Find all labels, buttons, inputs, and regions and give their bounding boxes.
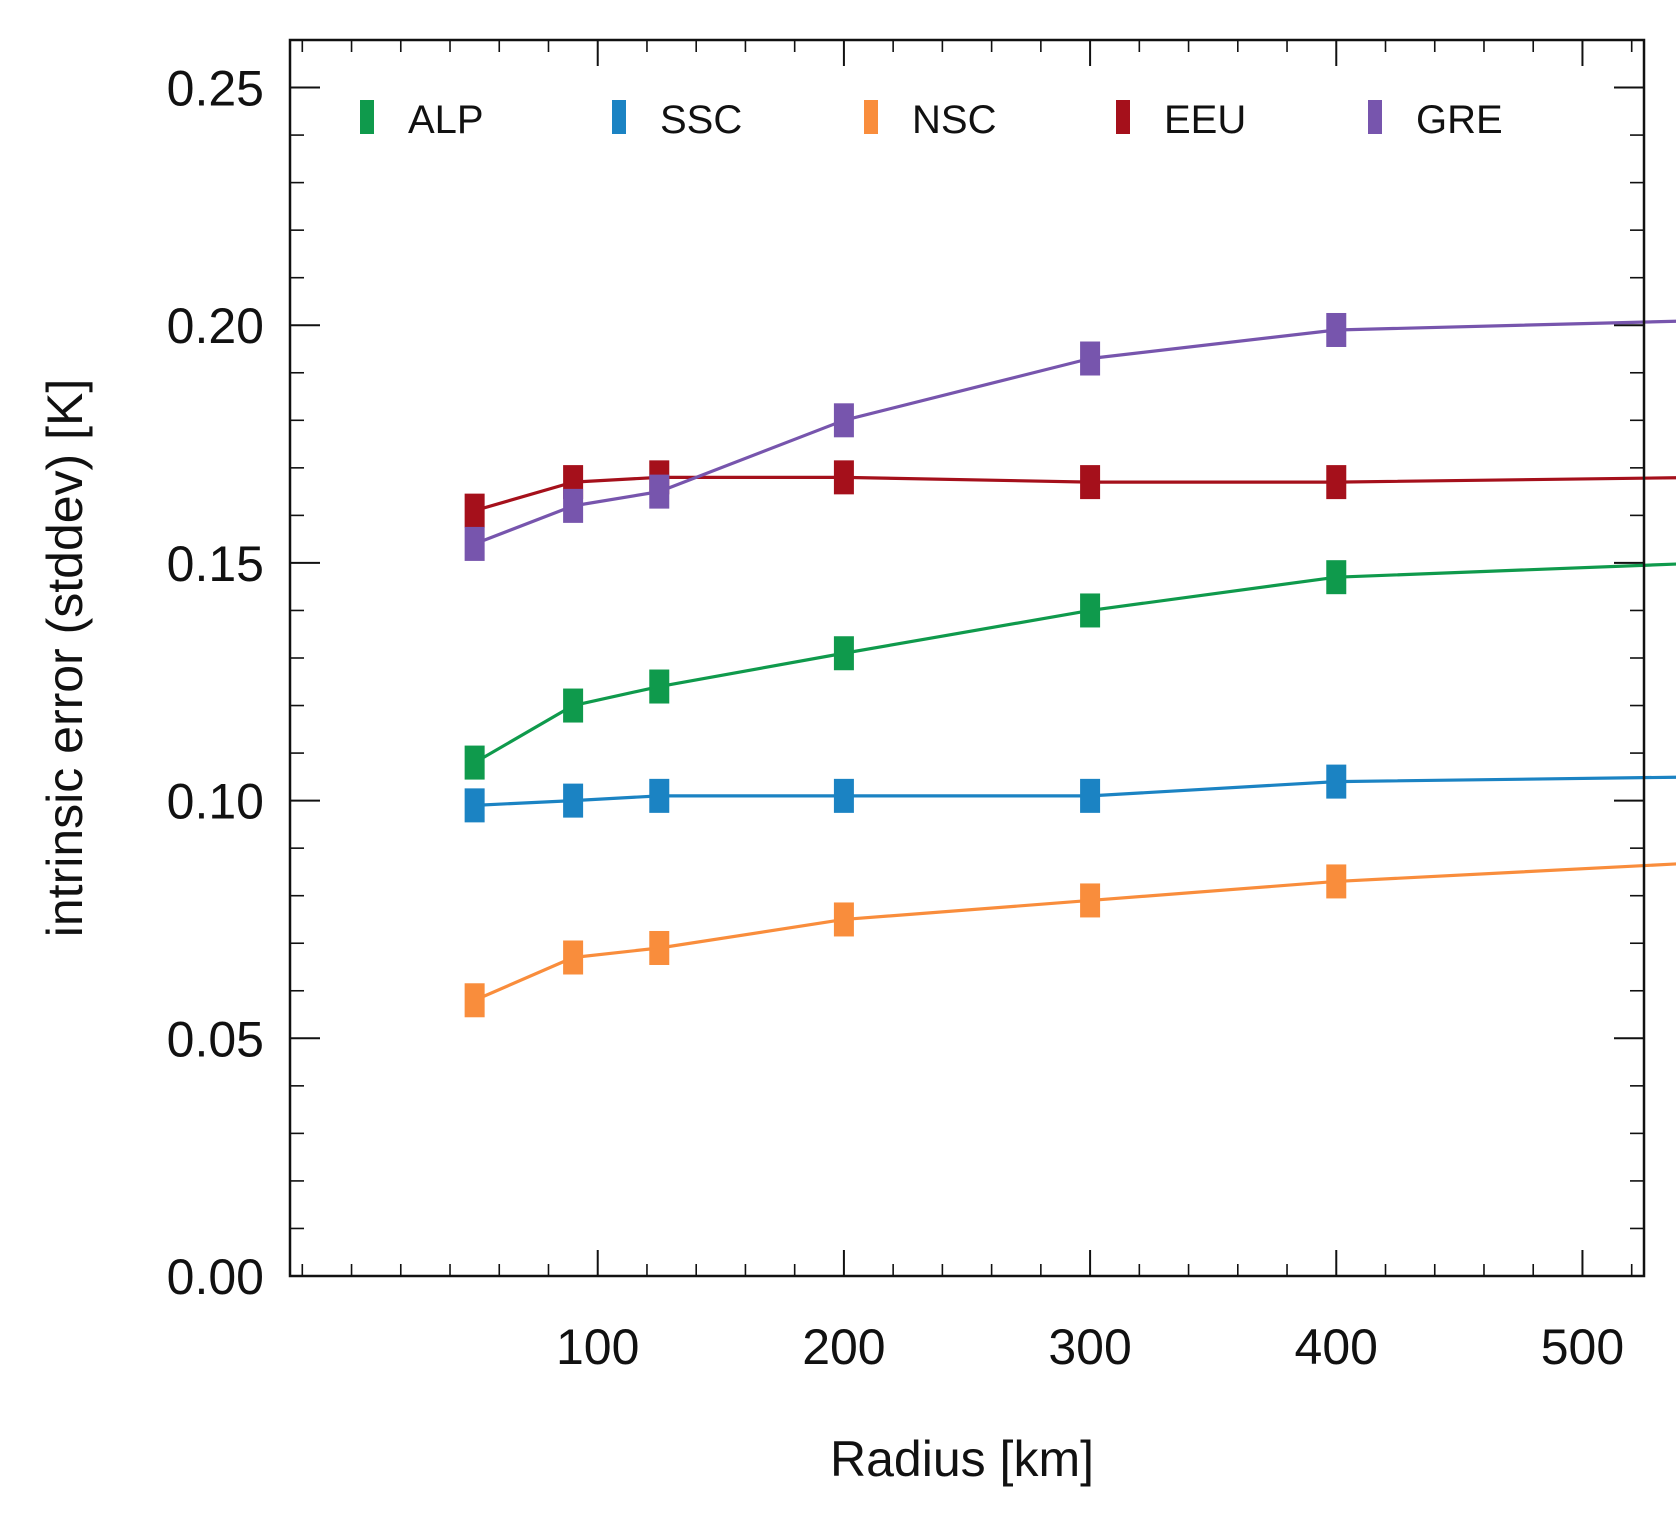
data-point-gre: GRE: 90 km, 0.162 K xyxy=(563,488,584,523)
data-point-nsc: NSC: 50 km, 0.058 K xyxy=(464,983,485,1018)
series-gre: GRE: 50 km, 0.154 K GRE: 90 km, 0.162 K GR… xyxy=(464,312,1676,561)
data-point-nsc: NSC: 90 km, 0.067 K xyxy=(563,940,584,975)
y-tick-label: 0.10 xyxy=(167,774,264,830)
data-point-gre: GRE: 125 km, 0.165 K xyxy=(649,474,670,509)
legend-label-alp: ALP xyxy=(408,98,484,142)
x-tick-label: 200 xyxy=(802,1319,885,1375)
data-point-ssc: SSC: 300 km, 0.101 K xyxy=(1080,778,1101,813)
data-point-gre: GRE: 200 km, 0.18 K xyxy=(833,403,854,438)
x-tick-labels: 100 200 300 400 500 xyxy=(556,1319,1624,1375)
data-point-alp: ALP: 200 km, 0.131 K xyxy=(833,636,854,671)
legend-swatch-ssc xyxy=(612,100,626,134)
y-tick-label: 0.05 xyxy=(167,1011,264,1067)
y-tick-label: 0.15 xyxy=(167,536,264,592)
series-layer: ALP: 50 km, 0.108 K ALP: 90 km, 0.12 K ALP… xyxy=(464,312,1676,1018)
legend-label-nsc: NSC xyxy=(912,98,996,142)
data-point-eeu: EEU: 400 km, 0.167 K xyxy=(1326,465,1347,500)
data-point-gre: GRE: 50 km, 0.154 K xyxy=(464,526,485,561)
y-tick-label: 0.20 xyxy=(167,298,264,354)
legend: ALP SSC NSC EEU GRE xyxy=(360,98,1503,142)
legend-swatch-gre xyxy=(1368,100,1382,134)
data-point-eeu: EEU: 50 km, 0.161 K xyxy=(464,493,485,528)
legend-swatch-alp xyxy=(360,100,374,134)
data-point-nsc: NSC: 125 km, 0.069 K xyxy=(649,930,670,965)
data-point-nsc: NSC: 300 km, 0.079 K xyxy=(1080,883,1101,918)
legend-swatch-nsc xyxy=(864,100,878,134)
series-eeu: EEU: 50 km, 0.161 KEEU: 90 km, 0.167 KEE… xyxy=(464,460,1676,528)
data-point-ssc: SSC: 90 km, 0.1 K xyxy=(563,783,584,818)
y-axis-title: intrinsic error (stddev) [K] xyxy=(37,379,93,937)
data-point-alp: ALP: 50 km, 0.108 K xyxy=(464,745,485,780)
data-point-alp: ALP: 125 km, 0.124 K xyxy=(649,669,670,704)
series-ssc: SSC: 50 km, 0.099 K SSC: 90 km, 0.1 K SSC:… xyxy=(464,764,1676,823)
data-point-eeu: EEU: 200 km, 0.168 K xyxy=(833,460,854,495)
legend-label-gre: GRE xyxy=(1416,98,1503,142)
legend-label-ssc: SSC xyxy=(660,98,742,142)
data-point-ssc: SSC: 400 km, 0.104 K xyxy=(1326,764,1347,799)
data-point-ssc: SSC: 125 km, 0.101 K xyxy=(649,778,670,813)
data-point-alp: ALP: 400 km, 0.147 K xyxy=(1326,560,1347,595)
data-point-gre: GRE: 300 km, 0.193 K xyxy=(1080,341,1101,376)
plot-frame xyxy=(288,38,1646,1278)
data-point-nsc: NSC: 200 km, 0.075 K xyxy=(833,902,854,937)
y-tick-label: 0.25 xyxy=(167,61,264,117)
x-tick-label: 400 xyxy=(1295,1319,1378,1375)
x-tick-label: 100 xyxy=(556,1319,639,1375)
legend-swatch-eeu xyxy=(1116,100,1130,134)
legend-label-eeu: EEU xyxy=(1164,98,1246,142)
data-point-nsc: NSC: 400 km, 0.083 K xyxy=(1326,864,1347,899)
minor-ticks xyxy=(290,39,1644,1276)
data-point-ssc: SSC: 200 km, 0.101 K xyxy=(833,778,854,813)
x-tick-label: 300 xyxy=(1048,1319,1131,1375)
data-point-ssc: SSC: 50 km, 0.099 K xyxy=(464,788,485,823)
x-tick-label: 500 xyxy=(1541,1319,1624,1375)
x-axis-title: Radius [km] xyxy=(830,1431,1094,1487)
data-point-gre: GRE: 400 km, 0.199 K xyxy=(1326,312,1347,347)
data-point-alp: ALP: 90 km, 0.12 K xyxy=(563,688,584,723)
y-tick-label: 0.00 xyxy=(167,1249,264,1305)
series-alp: ALP: 50 km, 0.108 K ALP: 90 km, 0.12 K ALP… xyxy=(464,560,1676,780)
data-point-eeu: EEU: 300 km, 0.167 K xyxy=(1080,465,1101,500)
y-tick-labels: 0.00 0.05 0.10 0.15 0.20 0.25 xyxy=(167,61,264,1305)
data-point-alp: ALP: 300 km, 0.14 K xyxy=(1080,593,1101,628)
series-nsc: NSC: 50 km, 0.058 K NSC: 90 km, 0.067 K NS… xyxy=(464,862,1676,1018)
